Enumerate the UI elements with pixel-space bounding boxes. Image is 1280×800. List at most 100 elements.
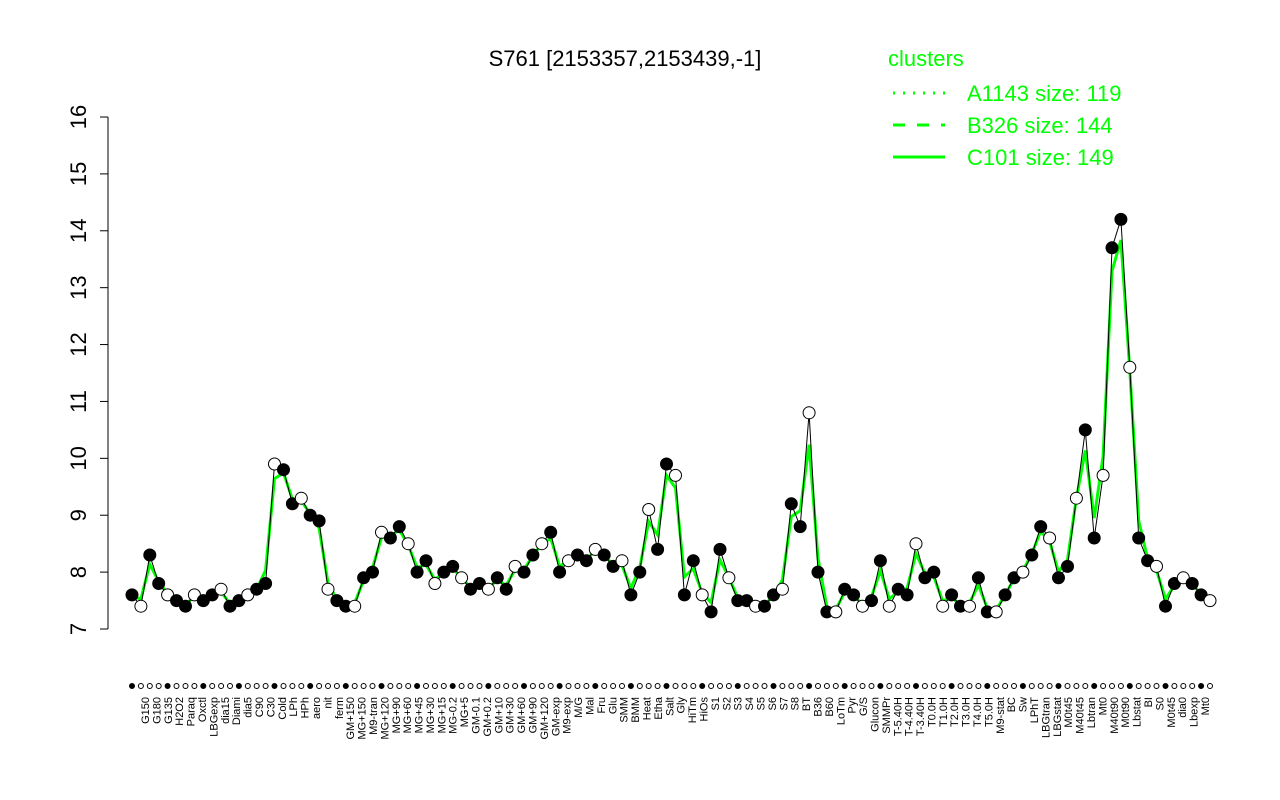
x-tick-label: Oxctl — [197, 697, 209, 722]
x-tick-label: GM+120 — [539, 697, 551, 740]
y-axis: 7 8 9 10 11 12 13 14 15 16 — [66, 105, 109, 635]
x-marker — [636, 683, 643, 689]
x-marker — [788, 683, 795, 689]
legend-label: B326 size: 144 — [967, 113, 1113, 138]
data-point — [882, 599, 896, 613]
data-point — [642, 503, 656, 516]
x-tick-label: G/S — [858, 697, 870, 716]
x-tick-label: M9-tran — [368, 697, 380, 735]
x-marker — [717, 683, 723, 689]
data-point — [1123, 360, 1137, 374]
x-tick-label: SMMPr — [881, 697, 893, 734]
x-marker — [1100, 683, 1107, 689]
x-tick-label: M0t90 — [1120, 697, 1132, 728]
data-point — [793, 520, 807, 534]
x-marker — [209, 683, 216, 689]
legend-label: C101 size: 149 — [967, 145, 1114, 170]
x-tick-label: Mt0 — [1097, 697, 1109, 715]
x-marker — [574, 683, 581, 689]
legend: clusters A1143 size: 119 B326 size: 144 C1… — [888, 46, 1122, 170]
x-marker — [556, 683, 563, 689]
x-marker — [690, 683, 697, 689]
x-marker — [1198, 683, 1205, 689]
x-tick-label: BT — [801, 697, 813, 711]
series-line-black — [131, 219, 1211, 614]
x-marker — [494, 683, 501, 689]
data-point — [428, 577, 442, 590]
x-tick-label: LoTm — [835, 697, 847, 725]
x-tick-label: Salt — [664, 697, 676, 716]
x-marker — [458, 683, 465, 689]
x-marker — [440, 683, 447, 689]
data-point — [1132, 531, 1146, 545]
x-tick-label: dia15 — [220, 697, 232, 724]
x-tick-label: GM+60 — [516, 697, 528, 733]
x-marker — [1091, 683, 1098, 689]
x-marker — [1037, 683, 1044, 689]
x-marker — [734, 683, 741, 689]
x-tick-label: S6 — [767, 697, 779, 710]
x-marker — [921, 683, 928, 689]
data-point — [1203, 594, 1217, 608]
data-point — [535, 537, 549, 551]
chart-title: S761 [2153357,2153439,-1] — [489, 46, 762, 71]
x-marker — [1028, 683, 1035, 689]
x-marker — [521, 683, 527, 689]
x-tick-label: GM+0.2 — [482, 697, 494, 736]
x-tick-label: S5 — [756, 697, 768, 710]
data-point — [1034, 520, 1048, 534]
x-marker — [396, 683, 403, 689]
series-line-green — [131, 239, 1211, 612]
x-tick-label: T3.0H — [961, 697, 973, 727]
x-tick-label: LPh — [288, 697, 300, 717]
x-marker — [939, 683, 946, 689]
x-tick-label: Glucon — [870, 697, 882, 732]
x-marker — [627, 683, 634, 689]
x-tick-label: M0t45 — [1063, 697, 1075, 728]
data-point — [1087, 531, 1101, 545]
data-point — [1043, 531, 1057, 545]
data-point — [1105, 241, 1119, 255]
x-tick-label: B36 — [813, 697, 825, 717]
data-point — [677, 588, 691, 602]
x-tick-label: S3 — [733, 697, 745, 710]
data-point — [927, 565, 941, 579]
data-point — [1150, 559, 1163, 573]
x-tick-label: M9-exp — [562, 697, 574, 734]
x-tick-label: MG+5 — [459, 697, 471, 727]
data-point — [1069, 491, 1083, 505]
x-marker — [1189, 683, 1196, 689]
x-marker — [904, 683, 911, 689]
data-point — [259, 577, 273, 590]
x-tick-label: Heat — [642, 697, 654, 720]
x-tick-label: T1.0H — [938, 697, 950, 727]
data-point — [633, 565, 647, 579]
x-marker — [547, 683, 554, 689]
x-marker — [1019, 683, 1026, 689]
x-tick-label: T0.0H — [927, 697, 939, 727]
x-marker — [797, 683, 804, 689]
x-tick-label: Pyr — [847, 697, 859, 714]
data-point — [1185, 577, 1199, 590]
x-marker — [1073, 683, 1080, 689]
x-marker — [966, 683, 973, 689]
x-marker — [476, 683, 483, 689]
x-marker — [1064, 683, 1071, 689]
x-marker — [155, 683, 162, 689]
x-marker — [743, 683, 750, 689]
x-marker — [1117, 683, 1124, 689]
x-tick-label: T4.0H — [972, 697, 984, 727]
x-marker — [1046, 683, 1053, 689]
x-marker — [850, 683, 857, 689]
x-tick-label: MG+150 — [357, 697, 369, 740]
data-point — [615, 554, 629, 568]
data-point — [499, 582, 513, 596]
x-tick-label: dia5 — [243, 697, 255, 718]
x-tick-label: SMM — [619, 697, 631, 723]
data-point — [401, 537, 415, 551]
x-tick-label: T2.0H — [949, 697, 961, 727]
x-tick-label: G135 — [163, 697, 175, 724]
x-marker — [449, 683, 456, 689]
x-tick-label: GM+10 — [493, 697, 505, 733]
